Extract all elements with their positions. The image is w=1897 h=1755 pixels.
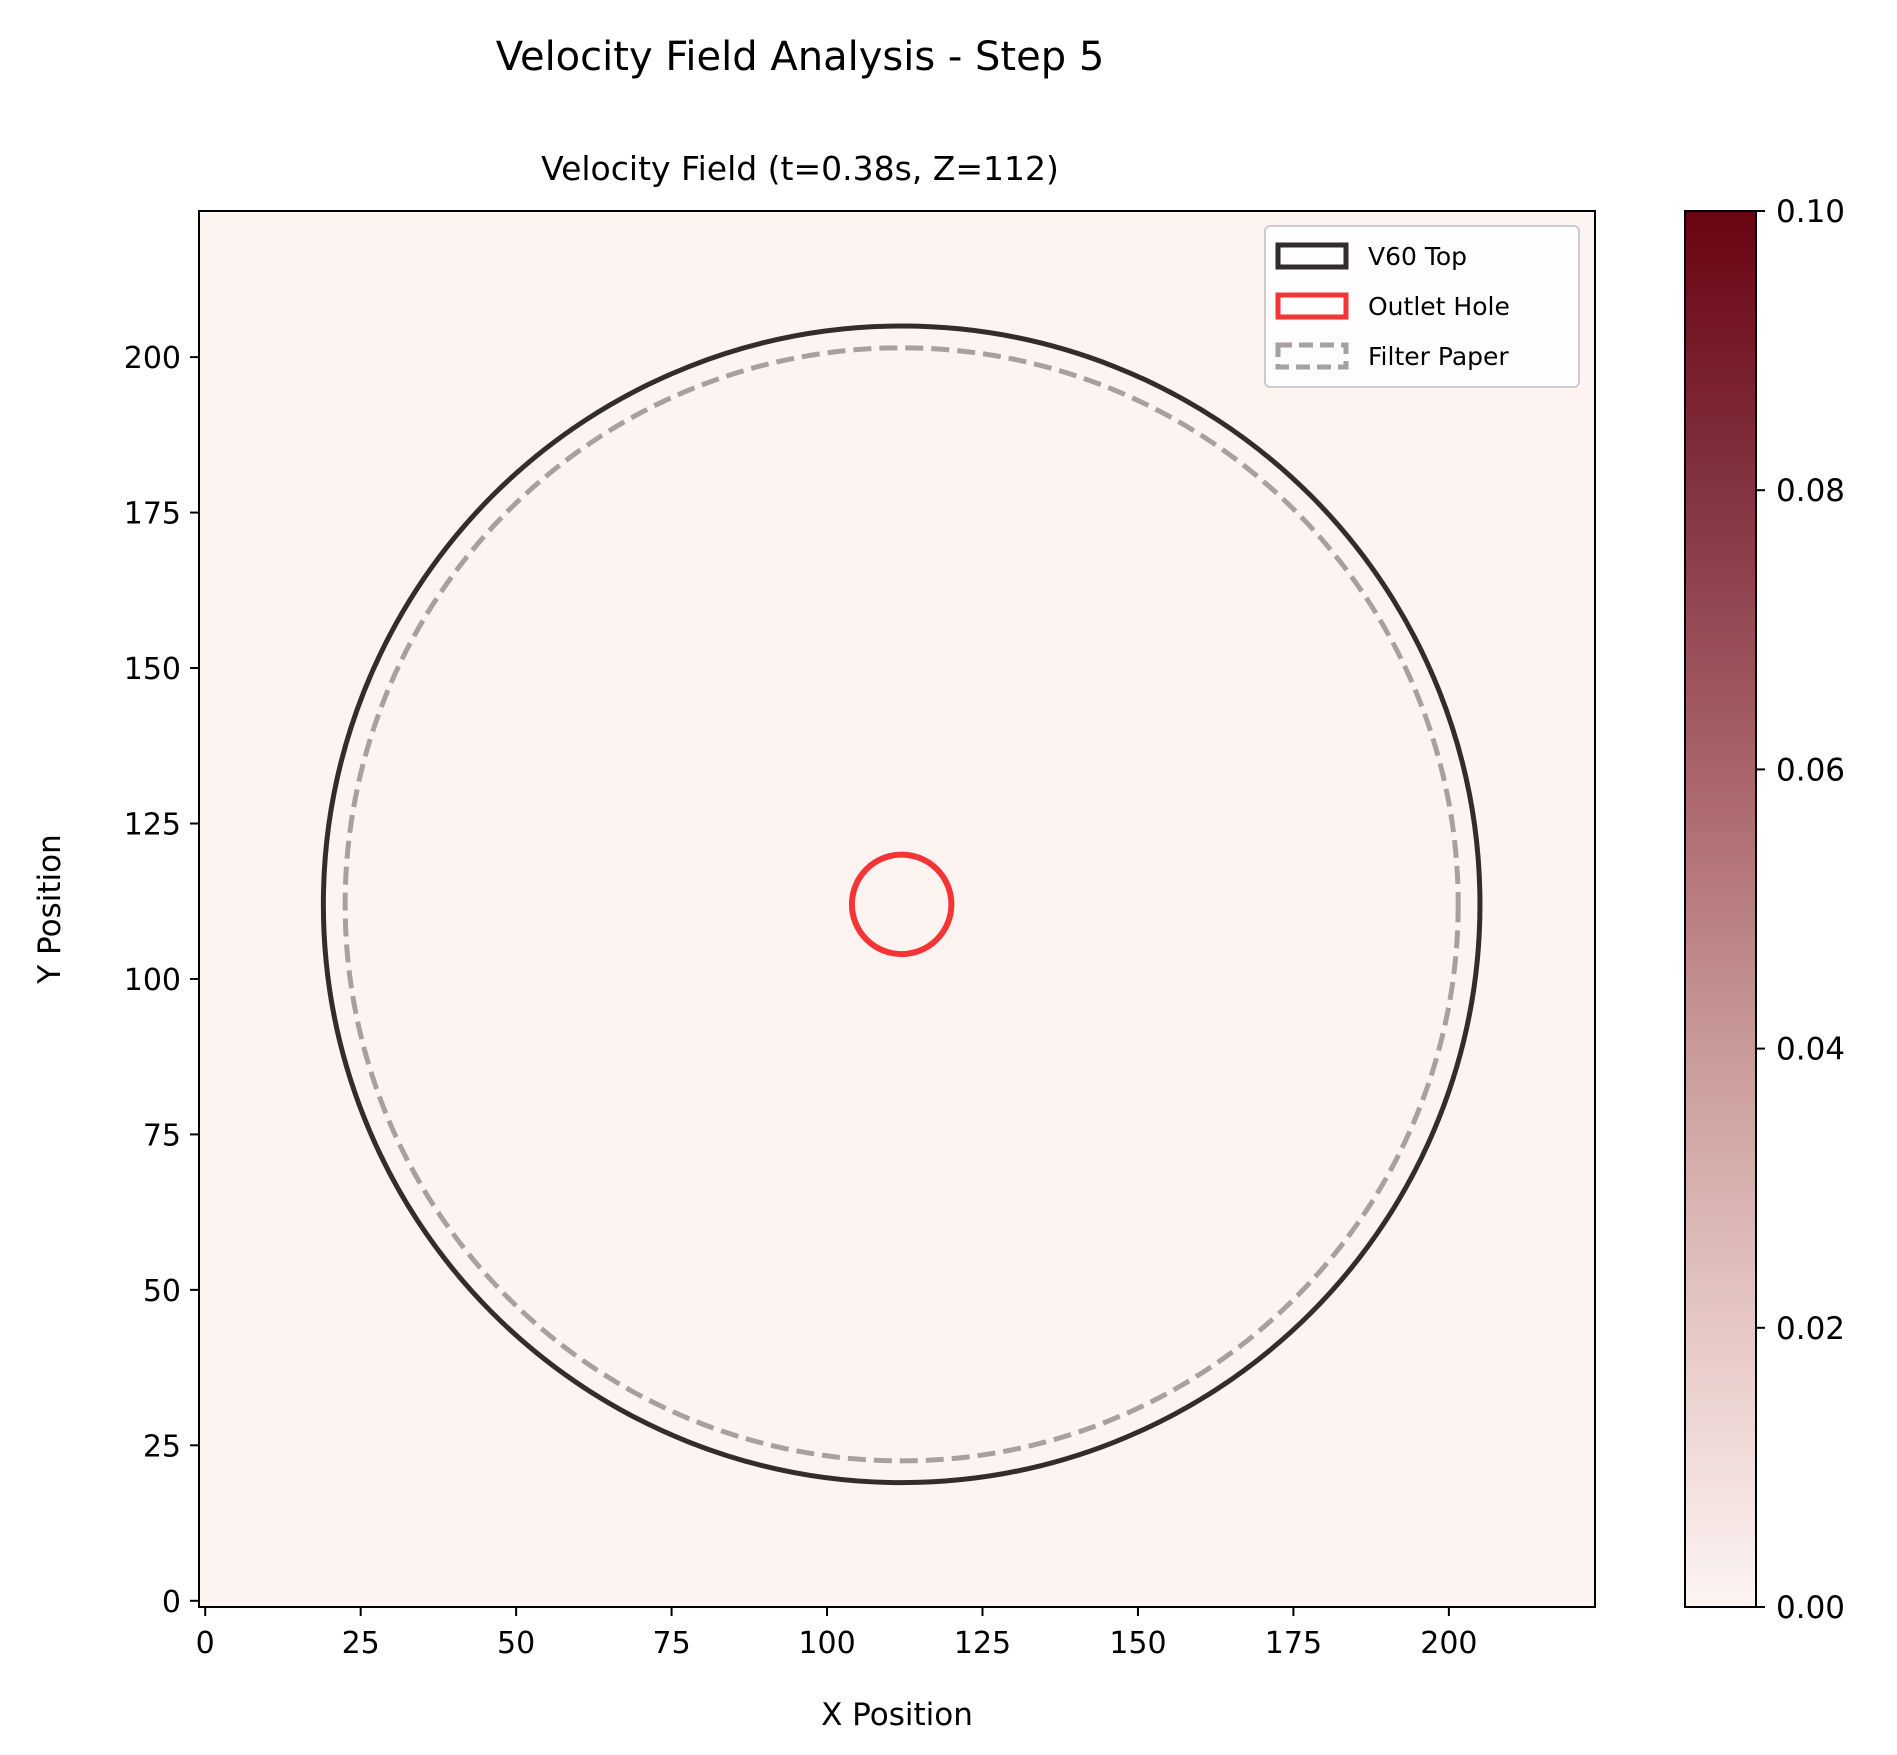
colorbar-tick-label: 0.02 <box>1776 1311 1845 1347</box>
y-tick-label: 25 <box>143 1429 181 1464</box>
x-axis-label: X Position <box>821 1697 973 1733</box>
x-tick-label: 75 <box>652 1626 690 1661</box>
x-tick-label: 25 <box>342 1626 380 1661</box>
y-tick-label: 125 <box>124 807 181 842</box>
colorbar-tick-label: 0.10 <box>1776 194 1845 230</box>
legend-label-outlet-hole: Outlet Hole <box>1368 292 1510 321</box>
y-tick-label: 50 <box>143 1274 181 1309</box>
colorbar-ticks: 0.00 0.02 0.04 0.06 0.08 0.10 <box>1756 194 1845 1626</box>
y-tick-label: 175 <box>124 497 181 532</box>
legend-entries: V60 Top Outlet Hole Filter Paper <box>1275 242 1510 371</box>
colorbar-tick-label: 0.04 <box>1776 1032 1845 1068</box>
colorbar-tick-label: 0.06 <box>1776 752 1845 788</box>
outlet-hole-circle <box>848 851 955 958</box>
x-tick-label: 125 <box>954 1626 1011 1661</box>
x-tick-label: 175 <box>1265 1626 1322 1661</box>
legend-swatch-v60-top <box>1275 242 1349 270</box>
colorbar-tick-label: 0.00 <box>1776 1590 1845 1626</box>
x-tick-label: 0 <box>196 1626 215 1661</box>
x-tick-label: 100 <box>798 1626 855 1661</box>
x-tick-label: 50 <box>497 1626 535 1661</box>
y-tick-label: 200 <box>124 341 181 376</box>
x-tick-label: 150 <box>1109 1626 1166 1661</box>
colorbar-tick-label: 0.08 <box>1776 473 1845 509</box>
y-tick-label: 75 <box>143 1118 181 1153</box>
y-axis-label: Y Position <box>32 834 68 985</box>
y-tick-label: 100 <box>124 963 181 998</box>
legend-swatch-filter-paper <box>1275 342 1349 370</box>
colorbar <box>1684 210 1757 1608</box>
x-axis-ticks: 0 25 50 75 100 125 150 175 200 <box>196 1607 1478 1661</box>
y-tick-label: 150 <box>124 652 181 687</box>
figure-title: Velocity Field Analysis - Step 5 <box>496 34 1105 80</box>
plot-frame <box>198 210 1596 1608</box>
legend-swatch-outlet-hole <box>1275 292 1349 320</box>
legend-label-filter-paper: Filter Paper <box>1368 342 1509 371</box>
heatmap-field <box>199 211 1595 1607</box>
filter-paper-circle <box>342 345 1461 1464</box>
chart-title: Velocity Field (t=0.38s, Z=112) <box>541 149 1059 188</box>
y-tick-label: 0 <box>162 1585 181 1620</box>
overlay-layer <box>320 323 1483 1486</box>
x-tick-label: 200 <box>1420 1626 1477 1661</box>
v60-top-circle <box>320 323 1483 1486</box>
legend: V60 Top Outlet Hole Filter Paper <box>1264 225 1580 388</box>
y-axis-ticks: 0 25 50 75 100 125 150 175 200 <box>124 341 199 1620</box>
legend-label-v60-top: V60 Top <box>1368 242 1467 271</box>
